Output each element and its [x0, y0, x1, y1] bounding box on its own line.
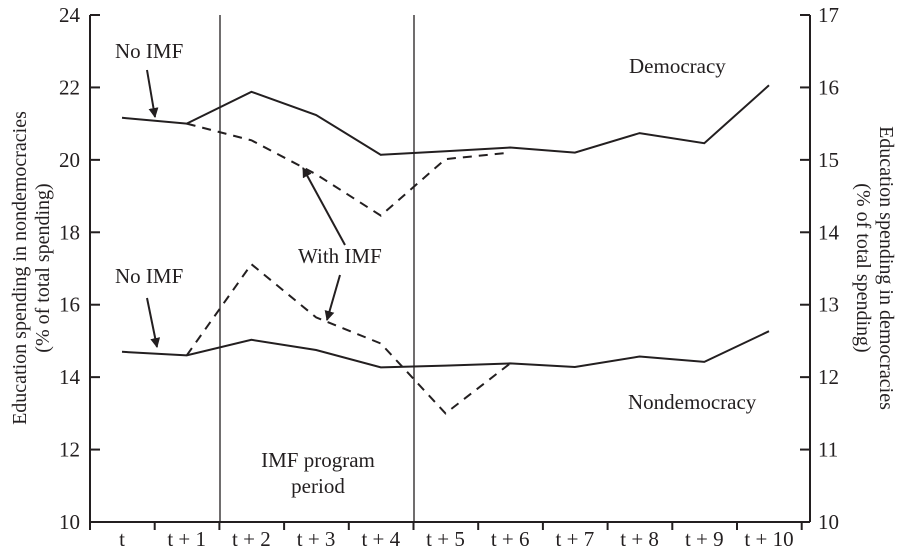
- left-axis-tick-label: 10: [59, 510, 80, 534]
- nondemocracy-line: [121, 330, 770, 369]
- left-axis-tick-label: 14: [59, 365, 81, 389]
- democracy-line: [121, 84, 770, 156]
- left-axis-title-line1: Education spending in nondemocracies: [9, 111, 31, 425]
- right-axis-tick-label: 11: [818, 438, 838, 462]
- x-axis-tick-label: t + 1: [167, 527, 206, 548]
- series-layer: [121, 84, 770, 415]
- program-period-label-line2: period: [291, 474, 345, 498]
- democracy-label: Democracy: [629, 54, 726, 78]
- no-imf-top-label: No IMF: [115, 39, 183, 63]
- right-axis-tick-label: 12: [818, 365, 839, 389]
- x-axis-tick-label: t + 8: [620, 527, 659, 548]
- x-axis-tick-label: t: [119, 527, 125, 548]
- left-axis-tick-label: 12: [59, 438, 80, 462]
- left-axis-tick-label: 20: [59, 148, 80, 172]
- with-imf-label: With IMF: [298, 244, 382, 268]
- right-axis-tick-label: 17: [818, 3, 839, 27]
- x-axis-tick-label: t + 2: [232, 527, 271, 548]
- program-period-label-line1: IMF program: [261, 448, 375, 472]
- x-axis-tick-label: t + 4: [361, 527, 400, 548]
- no-imf-bottom-label: No IMF: [115, 264, 183, 288]
- no-imf-bottom-arrow: [146, 297, 161, 348]
- x-axis-tick-label: t + 5: [426, 527, 465, 548]
- left-axis-tick-label: 22: [59, 75, 80, 99]
- democracy-with-imf-line: [186, 122, 511, 217]
- no-imf-top-arrow: [146, 69, 159, 118]
- x-axis-tick-label: t + 7: [556, 527, 595, 548]
- right-axis-title-line1: Education spending in democracies: [875, 126, 897, 410]
- right-axis-tick-label: 15: [818, 148, 839, 172]
- right-axis-tick-label: 13: [818, 293, 839, 317]
- nondemocracy-label: Nondemocracy: [628, 390, 757, 414]
- right-axis-tick-label: 10: [818, 510, 839, 534]
- with-imf-arrow-up: [302, 167, 346, 246]
- x-axis-tick-label: t + 3: [297, 527, 336, 548]
- left-axis-tick-label: 18: [59, 220, 80, 244]
- nondemocracy-with-imf-line: [185, 262, 511, 415]
- right-axis-tick-label: 14: [818, 220, 840, 244]
- right-axis-title-line2: (% of total spending): [852, 183, 874, 352]
- left-axis-title-line2: (% of total spending): [32, 183, 54, 352]
- x-axis-tick-label: t + 10: [744, 527, 793, 548]
- left-axis-tick-label: 16: [59, 293, 80, 317]
- left-axis-tick-label: 24: [59, 3, 81, 27]
- right-axis-tick-label: 16: [818, 75, 839, 99]
- x-axis-tick-label: t + 6: [491, 527, 530, 548]
- with-imf-arrow-down: [324, 274, 341, 321]
- x-axis-tick-label: t + 9: [685, 527, 724, 548]
- ticks-layer: 10 12 14 16 18 20 22 24 10 11 12 13 14 15 16 17 t t + 1 t …: [59, 3, 840, 548]
